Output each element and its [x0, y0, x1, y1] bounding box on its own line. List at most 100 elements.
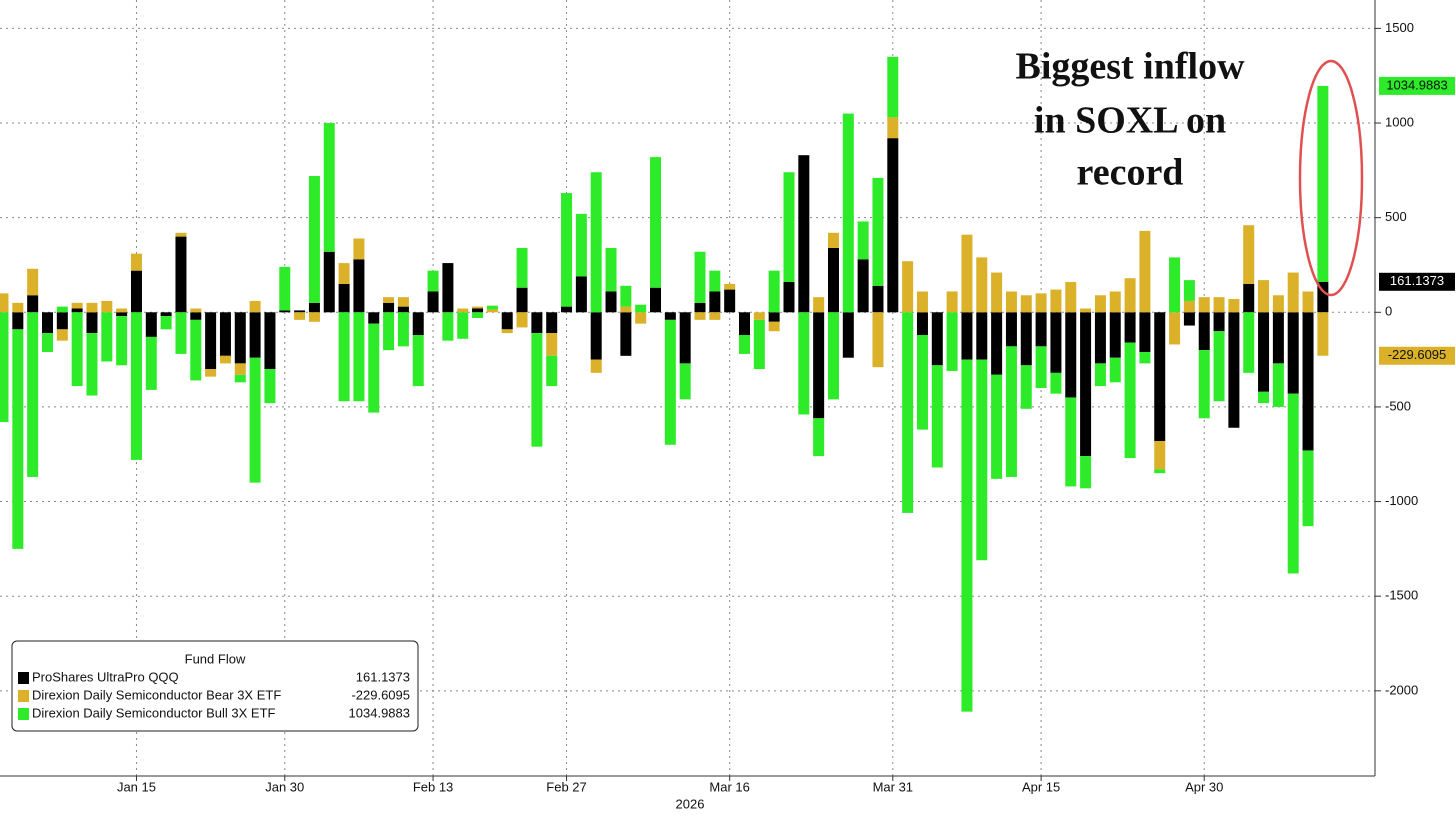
bar-segment	[1154, 440, 1166, 470]
bar-segment	[605, 291, 617, 313]
bar-segment	[902, 261, 914, 313]
bar-segment	[457, 308, 469, 313]
bar-segment	[902, 312, 914, 513]
bars	[0, 56, 1329, 712]
bar-segment	[1258, 312, 1270, 392]
legend-label: ProShares UltraPro QQQ	[32, 669, 179, 684]
legend-value: -229.6095	[351, 687, 410, 702]
bar-segment	[0, 312, 9, 423]
bar-segment	[1080, 312, 1092, 457]
bar-segment	[116, 312, 128, 317]
bar-segment	[1065, 397, 1077, 487]
bar-segment	[561, 193, 573, 307]
bar-segment	[353, 312, 365, 402]
bar-segment	[887, 138, 899, 313]
bar-segment	[412, 335, 424, 387]
bar-segment	[234, 374, 246, 383]
bar-segment	[694, 312, 706, 320]
value-label-box	[1379, 346, 1455, 365]
bar-segment	[412, 312, 424, 336]
bar-segment	[1228, 312, 1240, 428]
bar-segment	[175, 312, 187, 354]
bar-segment	[486, 305, 498, 310]
bar-segment	[1317, 312, 1329, 356]
bar-segment	[1065, 312, 1077, 398]
legend-value: 1034.9883	[349, 705, 410, 720]
bar-segment	[397, 306, 409, 313]
bar-segment	[1258, 391, 1270, 404]
bar-segment	[353, 238, 365, 260]
bar-segment	[620, 285, 632, 307]
bar-segment	[1035, 312, 1047, 347]
bar-segment	[338, 312, 350, 402]
bar-segment	[1124, 312, 1136, 343]
bar-segment	[679, 312, 691, 364]
value-label-box	[1379, 272, 1455, 291]
bar-segment	[175, 232, 187, 237]
bar-segment	[249, 357, 261, 483]
bar-segment	[472, 312, 484, 318]
bar-segment	[86, 333, 98, 396]
value-label: 1034.9883	[1386, 77, 1447, 92]
bar-segment	[160, 316, 172, 330]
bar-segment	[1080, 308, 1092, 313]
bar-segment	[1035, 346, 1047, 388]
bar-segment	[991, 312, 1003, 375]
bar-segment	[1272, 363, 1284, 407]
bar-segment	[486, 309, 498, 313]
bar-segment	[961, 359, 973, 712]
annotation: record	[1077, 152, 1184, 194]
bar-segment	[1317, 281, 1329, 313]
bar-segment	[753, 312, 765, 320]
bar-segment	[531, 312, 543, 334]
bar-segment	[546, 355, 558, 387]
bar-segment	[175, 236, 187, 313]
bar-segment	[590, 312, 602, 360]
legend-swatch	[18, 690, 29, 702]
bar-segment	[323, 123, 335, 252]
bar-segment	[857, 259, 869, 313]
bar-segment	[546, 333, 558, 356]
x-tick-label: Jan 30	[265, 779, 304, 794]
bar-segment	[368, 323, 380, 413]
bar-segment	[71, 308, 83, 313]
bar-segment	[1094, 312, 1106, 364]
y-tick-label: 500	[1385, 209, 1407, 224]
bar-segment	[1243, 283, 1255, 313]
bar-segment	[650, 287, 662, 313]
bar-segment	[1109, 291, 1121, 313]
bar-segment	[308, 302, 320, 313]
bar-segment	[768, 270, 780, 313]
bar-segment	[872, 177, 884, 286]
bar-segment	[1243, 225, 1255, 284]
bar-segment	[472, 308, 484, 313]
bar-segment	[842, 113, 854, 313]
bar-segment	[1139, 312, 1151, 353]
bar-segment	[457, 312, 469, 339]
bar-segment	[397, 297, 409, 307]
bar-segment	[1198, 350, 1210, 419]
x-tick-label: Feb 27	[546, 779, 586, 794]
bar-segment	[575, 213, 587, 277]
y-tick-label: 0	[1385, 304, 1392, 319]
bar-segment	[887, 117, 899, 139]
bar-segment	[916, 291, 928, 313]
bar-segment	[709, 291, 721, 313]
bar-segment	[516, 287, 528, 313]
bar-segment	[71, 302, 83, 309]
bar-segment	[1272, 312, 1284, 364]
bar-segment	[1183, 300, 1195, 313]
bar-segment	[1035, 293, 1047, 313]
bar-segment	[664, 319, 676, 445]
bar-segment	[976, 257, 988, 313]
value-label-box	[1379, 76, 1455, 95]
bar-segment	[916, 335, 928, 430]
y-tick-label: -2000	[1385, 682, 1418, 697]
bar-segment	[694, 302, 706, 313]
bar-segment	[1243, 312, 1255, 373]
bar-segment	[27, 295, 39, 313]
bar-segment	[472, 306, 484, 309]
bar-segment	[86, 312, 98, 334]
bar-segment	[323, 251, 335, 313]
